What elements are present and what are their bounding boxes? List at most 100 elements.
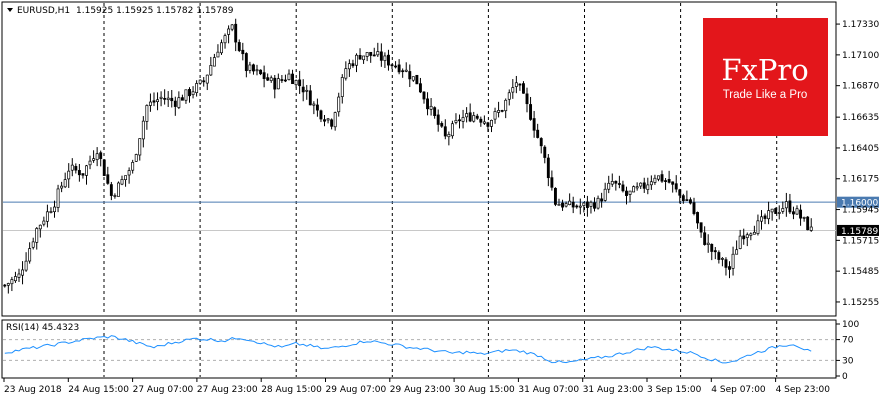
candle-body: [387, 54, 390, 66]
candle-body: [276, 78, 280, 90]
candle-body: [482, 121, 486, 124]
candle: [713, 247, 717, 260]
candle-body: [440, 123, 444, 127]
period-separators: [103, 3, 778, 377]
dropdown-triangle-icon[interactable]: [7, 8, 13, 12]
candle-body: [504, 99, 508, 112]
candle-body: [522, 83, 525, 94]
candle-body: [809, 226, 813, 231]
y-tick-label: 1.15945: [842, 206, 879, 216]
candle-body: [774, 208, 778, 214]
candle: [561, 199, 564, 211]
candle: [688, 197, 692, 205]
candle: [291, 69, 294, 85]
candle-body: [461, 117, 465, 122]
candle-body: [358, 54, 362, 60]
candle: [418, 77, 422, 94]
candle-body: [429, 105, 433, 110]
candle-body: [223, 35, 227, 44]
candle: [305, 84, 309, 100]
candle-body: [234, 23, 238, 43]
candle-body: [248, 64, 252, 71]
candle-body: [145, 105, 149, 122]
candle: [287, 69, 291, 81]
candle-body: [10, 279, 14, 285]
candle: [134, 153, 138, 162]
candle: [205, 74, 209, 91]
candle-body: [486, 122, 490, 127]
candle: [433, 106, 437, 119]
candle-body: [148, 101, 152, 106]
candle-body: [31, 241, 35, 248]
candle: [319, 109, 323, 123]
candle-body: [95, 153, 99, 160]
candle: [614, 180, 618, 191]
candle-body: [45, 211, 49, 222]
candle: [255, 64, 259, 76]
candle: [387, 49, 390, 71]
candle: [333, 111, 337, 131]
chart-symbol-label: EURUSD,H1: [17, 6, 70, 16]
candle-body: [799, 209, 803, 219]
candle: [546, 153, 550, 187]
candle: [74, 163, 78, 174]
candle-body: [511, 87, 515, 93]
candle-body: [394, 65, 398, 68]
price-pane[interactable]: [1, 1, 837, 317]
candle: [273, 74, 277, 99]
candle-body: [269, 77, 273, 81]
candle: [660, 170, 664, 183]
candle-body: [500, 110, 504, 112]
candle-body: [479, 118, 483, 123]
x-tick-label: 23 Aug 2018: [4, 385, 62, 395]
candle: [340, 74, 344, 104]
x-tick-label: 24 Aug 15:00: [68, 385, 129, 395]
candle: [731, 246, 735, 276]
rsi-y-tick-label: 70: [842, 336, 854, 346]
candle-body: [578, 205, 582, 208]
candle-body: [450, 123, 454, 137]
candle: [752, 225, 756, 235]
candle: [703, 226, 707, 246]
candle-body: [294, 80, 298, 86]
y-tick-label: 1.16175: [842, 175, 879, 185]
candle: [642, 177, 646, 193]
candle: [209, 56, 213, 76]
candle-body: [692, 202, 696, 214]
candle-body: [529, 104, 533, 120]
candle-body: [372, 54, 376, 57]
candle: [56, 184, 60, 213]
candle-body: [397, 64, 401, 73]
candle-body: [337, 96, 341, 113]
candle-body: [53, 206, 56, 213]
candle: [475, 113, 479, 120]
candle-body: [42, 220, 46, 225]
candle-body: [749, 233, 753, 236]
candle: [575, 204, 579, 209]
candle: [532, 110, 536, 138]
candle: [774, 207, 778, 214]
price-level-label: 1.15789: [841, 227, 878, 237]
rsi-series: 100 70 30 0: [3, 320, 859, 382]
candle-body: [688, 199, 692, 204]
candle-body: [408, 71, 412, 80]
logo-tagline: Trade Like a Pro: [723, 89, 808, 101]
candle: [85, 164, 88, 185]
candle-body: [283, 79, 287, 82]
candle: [681, 193, 685, 204]
candle: [404, 62, 408, 73]
candle-body: [582, 202, 586, 206]
candle: [269, 75, 273, 83]
candle-body: [703, 232, 707, 245]
candle: [450, 120, 454, 139]
candle: [720, 257, 724, 267]
candle-body: [241, 49, 245, 55]
candle-body: [472, 115, 476, 122]
candle: [429, 98, 433, 116]
candle-body: [553, 187, 557, 205]
candle: [799, 204, 803, 226]
candle-body: [777, 212, 781, 214]
candle-body: [653, 177, 657, 183]
candle: [653, 174, 657, 185]
